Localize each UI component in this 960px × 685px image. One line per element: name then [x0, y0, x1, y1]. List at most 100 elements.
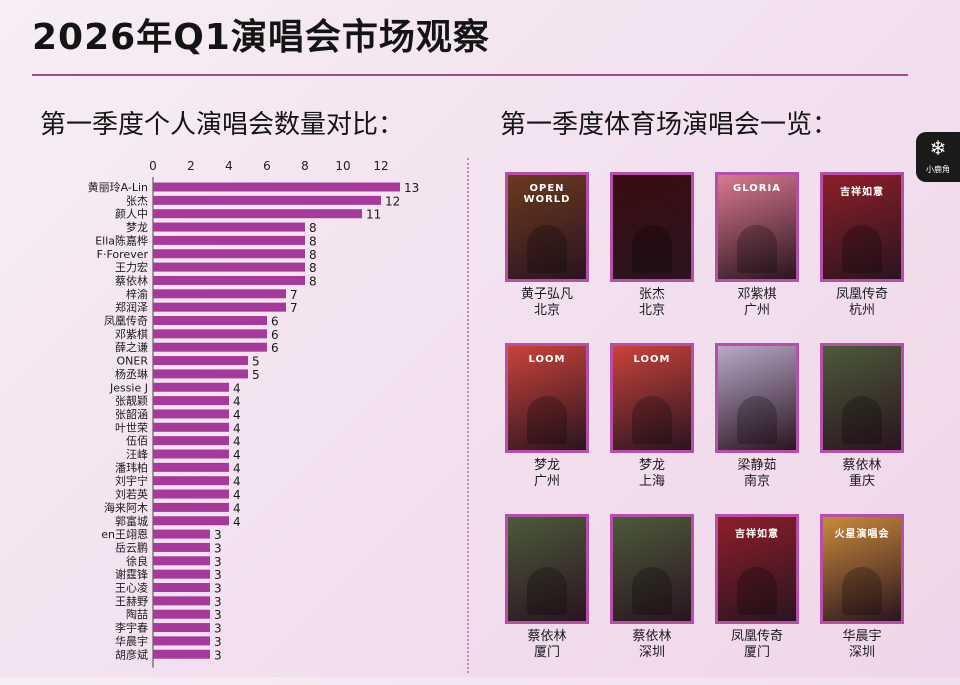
- category-label: 华晨宇: [115, 634, 148, 648]
- bar: [153, 262, 305, 272]
- bar: [153, 289, 286, 299]
- poster-artwork: [737, 225, 777, 273]
- concert-poster: [715, 343, 799, 453]
- value-label: 3: [214, 608, 222, 622]
- concert-poster: [820, 343, 904, 453]
- concert-card[interactable]: LOOM 梦龙 上海: [610, 343, 694, 514]
- bar: [153, 275, 305, 285]
- value-label: 13: [404, 181, 419, 195]
- value-label: 4: [233, 515, 241, 529]
- concert-card[interactable]: 蔡依林 厦门: [505, 514, 589, 685]
- value-label: 5: [252, 355, 260, 369]
- concert-caption: 凤凰传奇 杭州: [836, 287, 888, 319]
- concert-poster: 吉祥如意: [820, 172, 904, 282]
- concert-card[interactable]: LOOM 梦龙 广州: [505, 343, 589, 514]
- poster-title: 吉祥如意: [735, 529, 779, 540]
- bar: [153, 502, 229, 512]
- bar: [153, 235, 305, 245]
- concert-card[interactable]: 张杰 北京: [610, 172, 694, 343]
- value-label: 4: [233, 448, 241, 462]
- bar: [153, 556, 210, 566]
- poster-artwork: [737, 567, 777, 615]
- category-label: 王赫野: [115, 595, 148, 608]
- value-label: 3: [214, 648, 222, 662]
- value-label: 5: [252, 368, 260, 382]
- concert-city: 南京: [743, 474, 770, 489]
- value-label: 8: [309, 274, 317, 288]
- bar: [153, 249, 305, 259]
- x-tick-label: 4: [225, 159, 233, 173]
- x-tick-label: 6: [263, 159, 271, 173]
- value-label: 4: [233, 501, 241, 515]
- concert-city: 北京: [638, 303, 665, 318]
- category-label: 海来阿木: [104, 500, 148, 514]
- bar: [153, 542, 210, 552]
- bar: [153, 369, 248, 379]
- concert-card[interactable]: 吉祥如意凤凰传奇 杭州: [820, 172, 904, 343]
- poster-title: LOOM: [528, 354, 566, 365]
- category-label: 李宇春: [115, 621, 148, 635]
- category-label: Jessie J: [109, 381, 148, 394]
- category-label: 邓紫棋: [115, 327, 148, 341]
- section-divider: [467, 158, 469, 673]
- bar: [153, 649, 210, 659]
- concert-card[interactable]: 吉祥如意 凤凰传奇 厦门: [715, 514, 799, 685]
- concert-artist: 华晨宇: [842, 629, 882, 644]
- category-label: 黄丽玲A-Lin: [88, 180, 148, 194]
- concert-poster: LOOM: [610, 343, 694, 453]
- x-tick-label: 10: [335, 159, 350, 173]
- value-label: 3: [214, 635, 222, 649]
- category-label: en王翊恩: [101, 527, 148, 541]
- category-label: 薛之谦: [115, 340, 148, 354]
- concert-card[interactable]: 火星演唱会 华晨宇 深圳: [820, 514, 904, 685]
- category-label: 颜人中: [115, 208, 148, 221]
- bar: [153, 462, 229, 472]
- category-label: 张杰: [126, 194, 148, 207]
- concert-card[interactable]: 蔡依林 重庆: [820, 343, 904, 514]
- bar: [153, 636, 210, 646]
- bar: [153, 449, 229, 459]
- concert-count-bar-chart: 0 2 4 6 8 10 12 黄丽玲A-Lin 13 张杰 12 颜人中 11 梦龙 8 Ella陈嘉桦 8 F…: [88, 159, 419, 668]
- category-label: 张韶涵: [115, 407, 148, 421]
- bar: [153, 529, 210, 539]
- bar: [153, 316, 267, 325]
- brand-logo-label: 小鹿角: [926, 165, 950, 174]
- x-tick-label: 2: [187, 159, 195, 173]
- concert-artist: 凤凰传奇: [835, 287, 888, 302]
- poster-artwork: [737, 396, 777, 444]
- poster-artwork: [842, 567, 882, 615]
- value-label: 8: [309, 221, 317, 235]
- category-label: Ella陈嘉桦: [95, 233, 148, 247]
- value-label: 6: [271, 315, 279, 329]
- page-title: 2026年Q1演唱会市场观察: [32, 17, 490, 58]
- concert-city: 广州: [743, 303, 770, 318]
- concert-city: 深圳: [848, 645, 875, 660]
- value-label: 3: [214, 541, 222, 555]
- concert-card[interactable]: 梁静茹 南京: [715, 343, 799, 514]
- value-label: 3: [214, 528, 222, 542]
- concert-poster: 吉祥如意: [715, 514, 799, 624]
- poster-title: OPEN WORLD: [523, 183, 571, 205]
- value-label: 6: [271, 341, 279, 355]
- value-label: 4: [233, 421, 241, 435]
- value-label: 3: [214, 622, 222, 636]
- deer-icon: ❄: [929, 136, 947, 160]
- category-label: 刘若英: [115, 487, 148, 501]
- category-label: 徐良: [126, 554, 148, 568]
- right-section-heading: 第一季度体育场演唱会一览：: [500, 110, 839, 140]
- value-label: 11: [366, 208, 381, 222]
- concert-card[interactable]: 蔡依林 深圳: [610, 514, 694, 685]
- category-label: 杨丞琳: [115, 367, 148, 381]
- category-label: 王力宏: [115, 260, 148, 274]
- concert-caption: 蔡依林 厦门: [527, 629, 566, 661]
- poster-artwork: [527, 225, 567, 273]
- poster-artwork: [527, 396, 567, 444]
- concert-card[interactable]: OPEN WORLD 黄子弘凡 北京: [505, 172, 589, 343]
- bar: [153, 329, 267, 339]
- value-label: 8: [309, 248, 317, 262]
- concert-caption: 黄子弘凡 北京: [521, 287, 573, 319]
- bar: [153, 422, 229, 432]
- concert-poster: GLORIA: [715, 172, 799, 282]
- value-label: 3: [214, 595, 222, 609]
- concert-card[interactable]: GLORIA 邓紫棋 广州: [715, 172, 799, 343]
